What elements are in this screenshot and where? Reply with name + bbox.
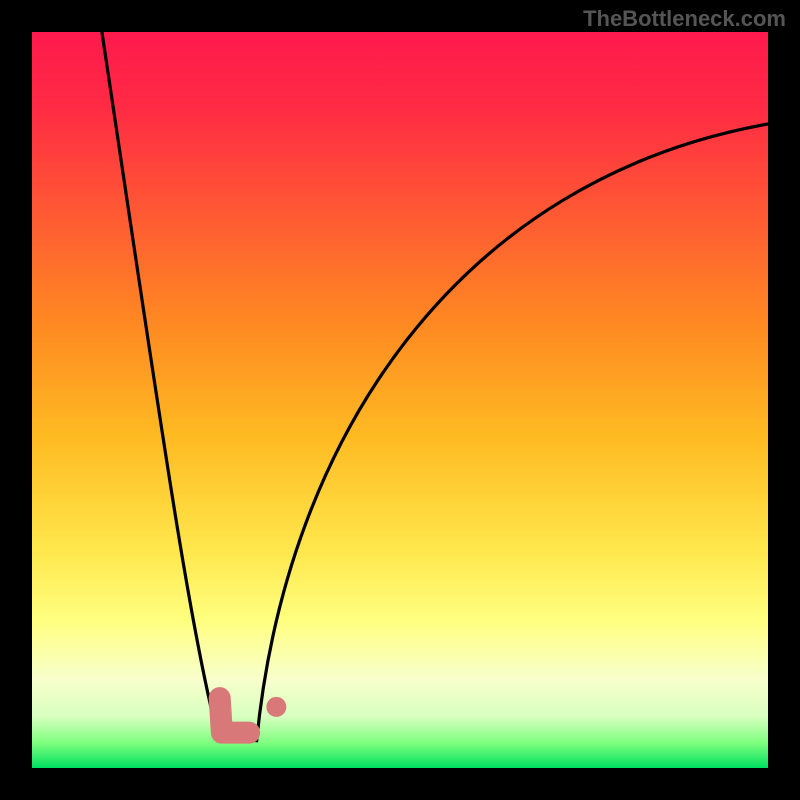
left-bottleneck-curve [102, 32, 220, 742]
curves-layer [32, 32, 768, 768]
chart-container: TheBottleneck.com [0, 0, 800, 800]
watermark-text: TheBottleneck.com [583, 6, 786, 32]
right-bottleneck-curve [256, 124, 768, 742]
marker-l-shape [220, 698, 249, 733]
plot-area [32, 32, 768, 768]
marker-dot [266, 697, 286, 717]
